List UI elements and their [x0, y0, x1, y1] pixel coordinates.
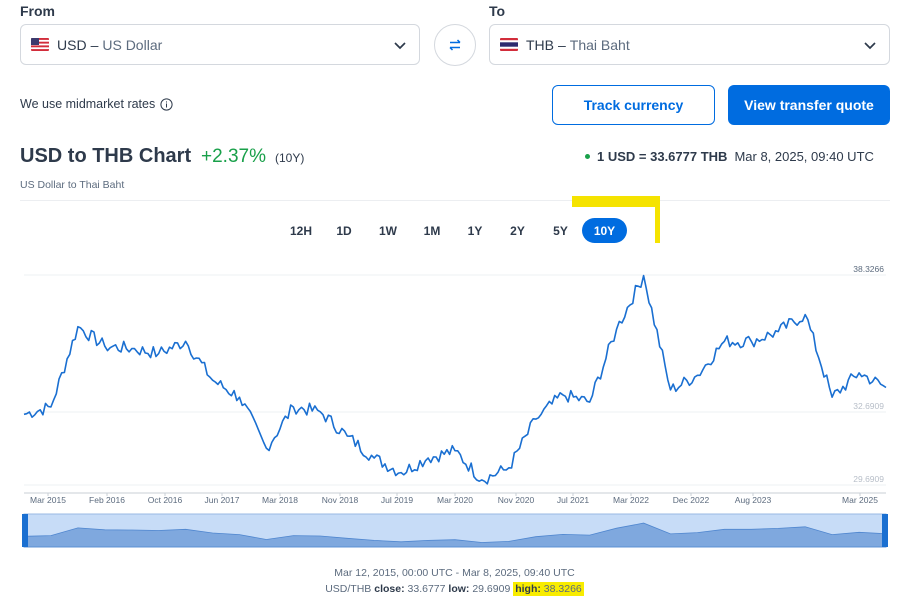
x-tick-label: Jul 2021 — [557, 495, 589, 505]
change-period: (10Y) — [275, 151, 305, 165]
thai-flag-icon — [500, 38, 518, 51]
y-axis-label: 38.3266 — [853, 264, 884, 274]
high-value: 38.3266 — [543, 583, 582, 595]
x-tick-label: Dec 2022 — [673, 495, 710, 505]
swap-currencies-button[interactable] — [434, 24, 476, 66]
current-rate: 1 USD = 33.6777 THB Mar 8, 2025, 09:40 U… — [585, 149, 874, 164]
us-flag-icon — [31, 38, 49, 51]
x-tick-label: Mar 2018 — [262, 495, 298, 505]
x-tick-label: Mar 2020 — [437, 495, 473, 505]
high-label: high: — [515, 583, 541, 595]
x-tick-label: Jul 2019 — [381, 495, 413, 505]
usd-thb-line-chart[interactable]: 38.3266 32.6909 29.6909 Mar 2015 Feb 2016 Oct… — [0, 255, 909, 555]
tab-5y[interactable]: 5Y — [553, 223, 568, 238]
chart-title: USD to THB Chart — [20, 145, 192, 167]
close-value: 33.6777 — [407, 583, 446, 595]
view-transfer-quote-button[interactable]: View transfer quote — [728, 85, 890, 125]
tab-1y[interactable]: 1Y — [467, 223, 483, 238]
navigator-series — [23, 522, 887, 548]
rate-value: 1 USD = 33.6777 THB — [597, 149, 728, 164]
chevron-down-icon — [394, 42, 406, 50]
navigator-handle-left — [22, 514, 28, 547]
tab-10y[interactable]: 10Y — [582, 218, 627, 243]
swap-arrows-icon — [449, 39, 461, 51]
chevron-down-icon — [864, 42, 876, 50]
tab-1d[interactable]: 1D — [336, 223, 352, 238]
to-currency-code: THB — [526, 36, 554, 53]
usd-thb-series-line — [23, 274, 887, 485]
x-tick-label: Nov 2018 — [322, 495, 359, 505]
y-axis-label: 32.6909 — [853, 401, 884, 411]
low-label: low: — [448, 583, 470, 595]
low-value: 29.6909 — [472, 583, 511, 595]
from-currency-select[interactable]: USD – US Dollar — [20, 24, 420, 65]
from-label: From — [20, 3, 55, 19]
tab-2y[interactable]: 2Y — [510, 223, 525, 238]
x-tick-label: Nov 2020 — [498, 495, 535, 505]
tab-1w[interactable]: 1W — [379, 223, 397, 238]
rate-timestamp: Mar 8, 2025, 09:40 UTC — [734, 149, 874, 164]
x-tick-label: Mar 2015 — [30, 495, 66, 505]
highlight-annotation — [572, 196, 660, 243]
stats-caption: USD/THB close: 33.6777 low: 29.6909 high… — [0, 582, 909, 596]
from-currency-name: US Dollar — [102, 36, 163, 53]
percent-change: +2.37% — [201, 146, 266, 167]
from-currency-code: USD — [57, 36, 87, 53]
range-caption: Mar 12, 2015, 00:00 UTC - Mar 8, 2025, 0… — [334, 567, 575, 579]
high-highlight: high: 38.3266 — [513, 582, 584, 596]
x-tick-label: Feb 2016 — [89, 495, 125, 505]
live-dot-icon — [585, 154, 590, 159]
chart-subtitle: US Dollar to Thai Baht — [20, 179, 125, 191]
x-tick-label: Oct 2016 — [148, 495, 183, 505]
to-currency-select[interactable]: THB – Thai Baht — [489, 24, 890, 65]
x-tick-label: Jun 2017 — [205, 495, 240, 505]
x-tick-label: Mar 2025 — [842, 495, 878, 505]
divider — [20, 200, 890, 201]
track-currency-button[interactable]: Track currency — [552, 85, 715, 125]
y-axis-label: 29.6909 — [853, 474, 884, 484]
info-icon[interactable] — [160, 97, 173, 111]
x-tick-label: Aug 2023 — [735, 495, 772, 505]
tab-12h[interactable]: 12H — [289, 223, 312, 238]
close-label: close: — [374, 583, 405, 595]
navigator-handle-right — [882, 514, 888, 547]
x-tick-label: Mar 2022 — [613, 495, 649, 505]
midmarket-note: We use midmarket rates — [20, 97, 173, 111]
to-currency-name: Thai Baht — [569, 36, 630, 53]
midmarket-text: We use midmarket rates — [20, 97, 156, 111]
time-range-tabs: 12H 1D 1W 1M 1Y 2Y 5Y 10Y — [280, 218, 627, 243]
tab-1m[interactable]: 1M — [423, 223, 441, 238]
pair-label: USD/THB — [325, 583, 372, 595]
to-label: To — [489, 3, 506, 19]
